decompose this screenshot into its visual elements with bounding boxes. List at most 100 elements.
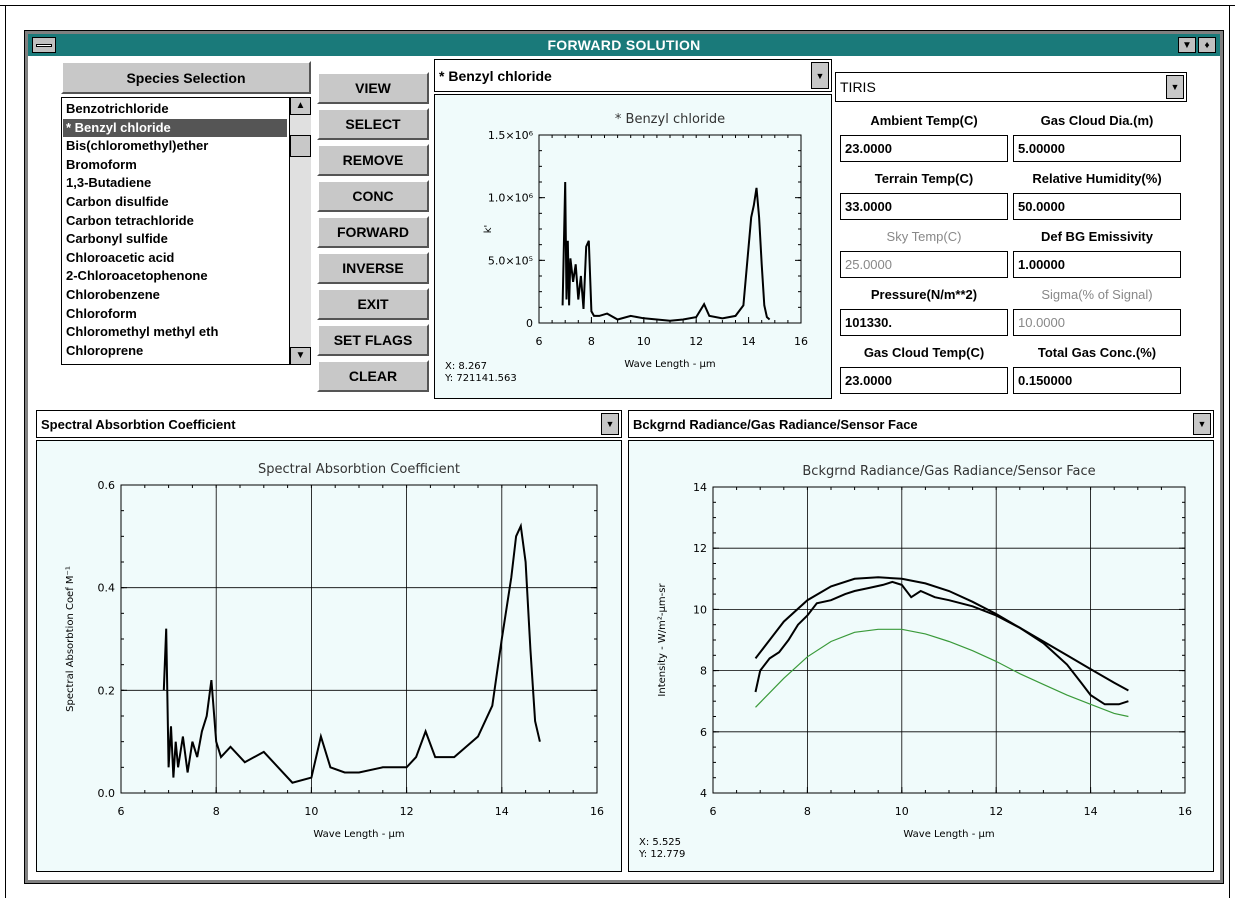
species-list-item[interactable]: Chlorobenzene — [66, 287, 160, 302]
x-tick-label: 16 — [1178, 805, 1192, 818]
absorption-plot-dropdown[interactable]: Spectral Absorbtion Coefficient ▼ — [36, 410, 622, 438]
radiance-plot-dropdown[interactable]: Bckgrnd Radiance/Gas Radiance/Sensor Fac… — [628, 410, 1214, 438]
sigma-of-signal-field: 10.0000 — [1013, 309, 1181, 336]
scroll-thumb[interactable] — [290, 135, 311, 157]
relative-humidity-field[interactable]: 50.0000 — [1013, 193, 1181, 220]
view-button[interactable]: VIEW — [317, 72, 429, 104]
chart-title: * Benzyl chloride — [615, 112, 725, 127]
x-tick-label: 12 — [989, 805, 1003, 818]
species-preview-dropdown-value: * Benzyl chloride — [439, 67, 552, 84]
ambient-temp-c-label: Ambient Temp(C) — [870, 113, 978, 128]
minimize-button[interactable]: ▼ — [1178, 37, 1196, 53]
absorption-plot-dropdown-value: Spectral Absorbtion Coefficient — [41, 416, 236, 432]
y-tick-label: 1.0×10⁶ — [488, 192, 534, 205]
y-tick-label: 0.4 — [98, 582, 116, 595]
x-tick-label: 6 — [118, 805, 125, 818]
y-tick-label: 0.6 — [98, 479, 116, 492]
series-line-1 — [561, 181, 771, 322]
scroll-down-button[interactable]: ▼ — [290, 347, 311, 365]
total-gas-conc-label: Total Gas Conc.(%) — [1037, 345, 1157, 360]
x-tick-label: 12 — [689, 335, 703, 348]
y-tick-label: 10 — [693, 603, 707, 616]
cursor-y-readout: Y: 12.779 — [638, 849, 685, 860]
chart-title: Spectral Absorbtion Coefficient — [258, 462, 460, 477]
forward-button[interactable]: FORWARD — [317, 216, 429, 248]
gas-cloud-dia-m-field[interactable]: 5.00000 — [1013, 135, 1181, 162]
species-list-item[interactable]: Carbon tetrachloride — [66, 212, 194, 228]
title-bar[interactable] — [28, 34, 1220, 56]
x-tick-label: 6 — [536, 335, 543, 348]
sky-temp-c-label: Sky Temp(C) — [886, 229, 962, 244]
species-preview-dropdown[interactable]: * Benzyl chloride ▼ — [434, 59, 832, 92]
inverse-button[interactable]: INVERSE — [317, 252, 429, 284]
species-preview-plot[interactable]: 6 8 10 12 14 16 1.5×10⁶ 1.0×10⁶ 5.0×10⁵ 0 * Benzyl… — [434, 94, 832, 399]
system-menu-icon — [36, 44, 52, 47]
scroll-up-button[interactable]: ▲ — [290, 97, 311, 115]
x-tick-label: 6 — [710, 805, 717, 818]
gas-cloud-dia-m-label: Gas Cloud Dia.(m) — [1040, 113, 1154, 128]
x-tick-label: 8 — [804, 805, 811, 818]
pressure-n-m-2-field[interactable]: 101330. — [840, 309, 1008, 336]
sensor-dropdown[interactable]: TIRIS ▼ — [835, 72, 1187, 102]
dropdown-arrow-icon[interactable]: ▼ — [1166, 75, 1184, 99]
species-list-item[interactable]: Carbon disulfide — [66, 194, 169, 209]
species-scrollbar[interactable]: ▲ ▼ — [289, 97, 311, 365]
species-list-item[interactable]: Chloroacetic acid — [66, 249, 175, 265]
exit-button[interactable]: EXIT — [317, 288, 429, 320]
terrain-temp-c-field[interactable]: 33.0000 — [840, 193, 1008, 220]
x-tick-label: 10 — [304, 805, 318, 818]
x-tick-label: 8 — [588, 335, 595, 348]
y-axis-label: Intensity - W/m²-μm-sr — [657, 583, 668, 697]
radiance-plot[interactable]: 6 8 10 12 14 16 14 12 10 8 6 4 Bckgrnd Radiance/Gas … — [628, 440, 1214, 872]
x-axis-label: Wave Length - μm — [313, 829, 404, 840]
y-tick-label: 0.0 — [98, 787, 116, 800]
remove-button[interactable]: REMOVE — [317, 144, 429, 176]
y-tick-label: 6 — [700, 726, 707, 739]
dropdown-arrow-icon[interactable]: ▼ — [601, 413, 619, 435]
radiance-plot-dropdown-value: Bckgrnd Radiance/Gas Radiance/Sensor Fac… — [633, 416, 918, 432]
species-list-item[interactable]: * Benzyl chloride — [63, 118, 287, 137]
y-tick-label: 8 — [700, 665, 707, 678]
species-list-item[interactable]: Carbonyl sulfide — [66, 231, 168, 247]
x-axis-label: Wave Length - μm — [624, 359, 715, 370]
species-selection-header[interactable]: Species Selection — [61, 61, 311, 94]
species-list-item[interactable]: Chloroform — [66, 305, 137, 321]
absorption-plot[interactable]: 6 8 10 12 14 16 0.6 0.4 0.2 0.0 Spectral Absorbtio… — [36, 440, 622, 872]
def-bg-emissivity-label: Def BG Emissivity — [1041, 229, 1153, 244]
restore-button[interactable]: ♦ — [1198, 37, 1216, 53]
x-tick-label: 14 — [495, 805, 509, 818]
dropdown-arrow-icon[interactable]: ▼ — [1193, 413, 1211, 435]
window-title: FORWARD SOLUTION — [547, 37, 701, 53]
dropdown-arrow-icon[interactable]: ▼ — [811, 62, 829, 89]
total-gas-conc-field[interactable]: 0.150000 — [1013, 367, 1181, 394]
ambient-temp-c-field[interactable]: 23.0000 — [840, 135, 1008, 162]
relative-humidity-label: Relative Humidity(%) — [1032, 171, 1162, 186]
clear-button[interactable]: CLEAR — [317, 360, 429, 392]
gas-cloud-temp-c-field[interactable]: 23.0000 — [840, 367, 1008, 394]
x-tick-label: 10 — [895, 805, 909, 818]
species-list-item[interactable]: 1,3-Butadiene — [66, 175, 152, 191]
conc-button[interactable]: CONC — [317, 180, 429, 212]
x-tick-label: 16 — [794, 335, 808, 348]
y-tick-label: 5.0×10⁵ — [488, 254, 533, 267]
species-list-item[interactable]: Chloromethyl methyl eth — [66, 324, 219, 340]
y-tick-label: 14 — [693, 481, 707, 494]
species-list-item[interactable]: 2-Chloroacetophenone — [66, 268, 208, 284]
x-axis-label: Wave Length - μm — [903, 829, 994, 840]
species-listbox[interactable]: Benzotrichloride * Benzyl chloride Bis(chl… — [61, 97, 311, 365]
species-list-item[interactable]: Chloroprene — [66, 342, 144, 358]
species-list-item[interactable]: Bis(chloromethyl)ether — [66, 138, 209, 154]
y-tick-label: 1.5×10⁶ — [488, 129, 534, 142]
x-tick-label: 14 — [742, 335, 756, 348]
desktop-frame-top — [0, 5, 1235, 6]
def-bg-emissivity-field[interactable]: 1.00000 — [1013, 251, 1181, 278]
chart-title: Bckgrnd Radiance/Gas Radiance/Sensor Fac… — [802, 464, 1095, 479]
select-button[interactable]: SELECT — [317, 108, 429, 140]
cursor-x-readout: X: 8.267 — [445, 361, 487, 372]
species-list-item[interactable]: Bromoform — [66, 156, 137, 172]
y-tick-label: 4 — [700, 787, 707, 800]
gas-cloud-temp-c-label: Gas Cloud Temp(C) — [863, 345, 985, 360]
desktop-frame-right — [1229, 5, 1230, 898]
set-flags-button[interactable]: SET FLAGS — [317, 324, 429, 356]
species-list-item[interactable]: Benzotrichloride — [66, 101, 169, 116]
